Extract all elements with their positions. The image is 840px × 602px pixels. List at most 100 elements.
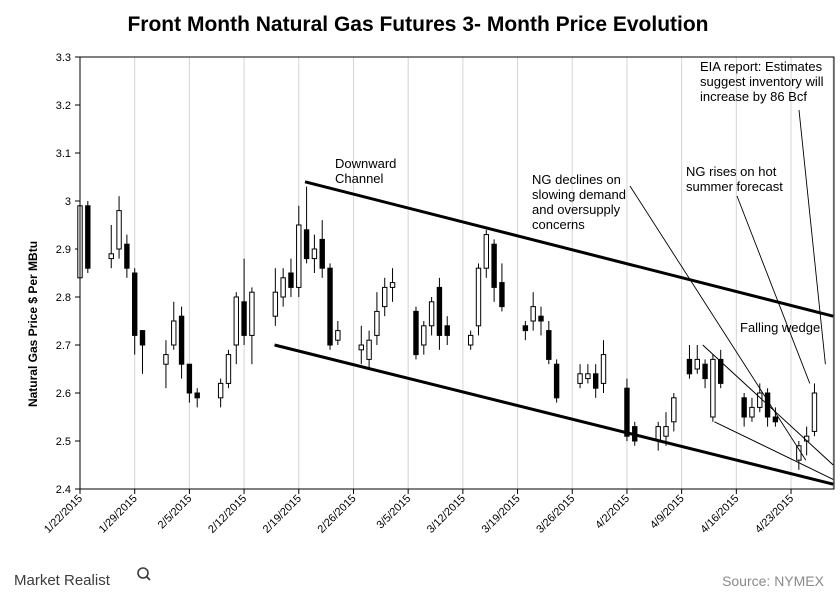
candle-body-up bbox=[663, 426, 669, 437]
y-tick-label: 2.6 bbox=[56, 388, 71, 400]
candle-body-down bbox=[686, 358, 693, 375]
x-tick-label: 2/19/2015 bbox=[261, 493, 304, 536]
annotation-line: Downward bbox=[335, 156, 396, 171]
candle bbox=[311, 234, 318, 273]
trend-line-channel-lower bbox=[274, 343, 834, 486]
candle bbox=[475, 263, 482, 336]
candlestick-series bbox=[77, 177, 818, 470]
annotation-text: NG rises on hot summer forecast bbox=[686, 164, 783, 194]
trend-lines bbox=[274, 180, 834, 486]
candle-body-up bbox=[811, 392, 818, 432]
y-tick-label: 2.5 bbox=[56, 436, 71, 448]
candle bbox=[116, 196, 122, 259]
candle bbox=[163, 340, 169, 389]
candle bbox=[749, 397, 755, 422]
chart-title: Front Month Natural Gas Futures 3- Month… bbox=[127, 13, 708, 36]
annotation-line: NG declines on bbox=[532, 172, 621, 187]
candle-body-up bbox=[710, 358, 716, 418]
candle bbox=[241, 258, 247, 345]
candle-body-up bbox=[577, 373, 583, 384]
candle-body-up bbox=[530, 306, 536, 322]
candle-body-up bbox=[475, 267, 482, 327]
x-tick-label: 3/12/2015 bbox=[425, 493, 468, 536]
candle bbox=[124, 234, 130, 278]
annotation-pointer bbox=[798, 109, 826, 365]
candle-body-down bbox=[491, 243, 497, 288]
x-tick-label: 1/29/2015 bbox=[97, 493, 140, 536]
candle-body-down bbox=[538, 315, 544, 322]
x-tick-label: 4/2/2015 bbox=[593, 493, 632, 532]
candle-body-up bbox=[108, 253, 114, 260]
candle-body-up bbox=[171, 320, 177, 346]
candle bbox=[225, 349, 232, 389]
candle-body-down bbox=[85, 205, 91, 269]
candle bbox=[530, 292, 536, 331]
grid-lines bbox=[134, 57, 834, 489]
candle-body-down bbox=[413, 310, 419, 356]
x-tick-label: 4/23/2015 bbox=[753, 493, 796, 536]
candle bbox=[796, 441, 802, 470]
annotation-line: Channel bbox=[335, 171, 384, 186]
candle bbox=[655, 421, 661, 451]
candle bbox=[694, 345, 700, 374]
candle bbox=[319, 220, 325, 278]
candle bbox=[538, 306, 544, 336]
annotation-line: Falling wedge bbox=[740, 320, 820, 335]
candle bbox=[374, 292, 380, 345]
market-realist-logo: Market Realist bbox=[14, 567, 151, 589]
candle bbox=[335, 321, 341, 345]
candle bbox=[718, 349, 724, 389]
candle-body-up bbox=[749, 406, 755, 418]
candle-body-down bbox=[124, 243, 130, 269]
candle-body-down bbox=[178, 315, 185, 365]
annotation-line: suggest inventory will bbox=[700, 74, 824, 89]
y-axis-ticks: 2.4 2.5 2.6 2.7 2.8 2.9 3 3.1 3.2 3.3 bbox=[56, 52, 80, 496]
candle-body-up bbox=[428, 301, 435, 327]
annotation-text: NG declines on slowing demand and oversupp… bbox=[532, 172, 626, 232]
candle-body-down bbox=[436, 286, 443, 336]
annotations: Downward Channel NG declines on slowing dem… bbox=[335, 59, 826, 461]
candle-body-up bbox=[296, 224, 302, 288]
y-tick-label: 3.2 bbox=[56, 100, 71, 112]
annotation-line: EIA report: Estimates bbox=[700, 59, 823, 74]
candle bbox=[178, 306, 185, 379]
candle-body-down bbox=[327, 267, 333, 346]
source-note: Source: NYMEX bbox=[722, 573, 825, 589]
candle-body-down bbox=[522, 325, 529, 332]
candle-body-down bbox=[546, 330, 552, 360]
candle bbox=[131, 268, 138, 355]
annotation-text: Downward Channel bbox=[335, 156, 396, 186]
annotation-line: NG rises on hot bbox=[686, 164, 777, 179]
candle bbox=[303, 186, 310, 264]
annotation-text: EIA report: Estimates suggest inventory w… bbox=[700, 59, 824, 104]
y-axis-label: Natural Gas Price $ Per MBtu bbox=[26, 241, 40, 407]
candle bbox=[421, 321, 427, 355]
candle-body-up bbox=[421, 325, 427, 346]
candle bbox=[546, 321, 552, 365]
x-axis-ticks: 1/22/2015 1/29/2015 2/5/2015 2/12/2015 2/19/… bbox=[42, 489, 796, 536]
candle bbox=[108, 225, 114, 269]
candle bbox=[686, 345, 693, 379]
candle-body-down bbox=[741, 397, 747, 418]
candle bbox=[592, 364, 599, 398]
candle-body-down bbox=[186, 363, 193, 394]
annotation-line: and oversupply bbox=[532, 202, 621, 217]
candle bbox=[483, 229, 490, 278]
candle bbox=[467, 330, 474, 350]
candle-body-up bbox=[163, 354, 169, 365]
candle bbox=[772, 407, 779, 427]
candle-body-up bbox=[225, 354, 232, 384]
candle bbox=[428, 297, 435, 336]
candle-body-down bbox=[194, 392, 200, 399]
annotation-line: increase by 86 Bcf bbox=[700, 89, 807, 104]
candle bbox=[280, 268, 286, 307]
candle bbox=[85, 201, 91, 273]
candle bbox=[296, 205, 302, 297]
candle bbox=[811, 383, 818, 437]
candle bbox=[249, 287, 255, 365]
annotation-line: summer forecast bbox=[686, 179, 783, 194]
candle bbox=[233, 292, 239, 365]
candle-body-up bbox=[483, 234, 490, 269]
candle-body-down bbox=[718, 358, 724, 384]
